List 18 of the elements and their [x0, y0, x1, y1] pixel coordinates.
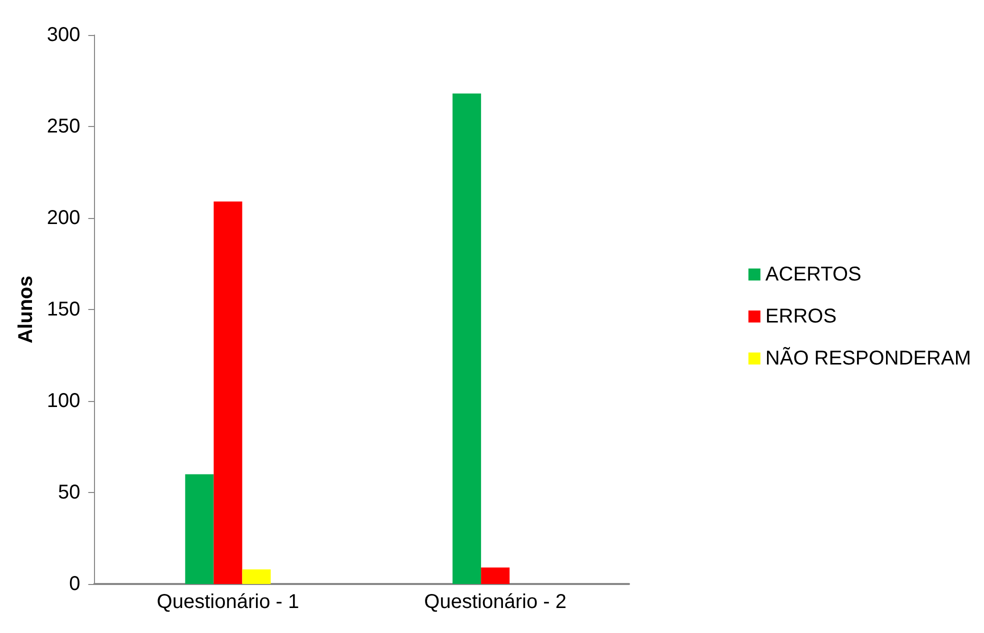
y-tick-label: 100 — [46, 390, 80, 412]
x-tick-label: Questionário - 1 — [156, 591, 300, 613]
bar — [214, 202, 242, 584]
bar — [242, 569, 271, 584]
legend-label: ERROS — [765, 306, 837, 328]
y-tick-label: 150 — [46, 298, 80, 320]
y-tick-label: 200 — [46, 207, 80, 229]
bar — [452, 94, 482, 584]
y-axis-title: Alunos — [15, 276, 37, 344]
bar — [185, 474, 214, 584]
y-tick-label: 300 — [46, 24, 80, 46]
legend-label: NÃO RESPONDERAM — [765, 346, 972, 370]
y-tick-label: 50 — [58, 482, 80, 504]
y-tick-label: 250 — [46, 116, 80, 138]
y-tick-label: 0 — [69, 573, 80, 595]
x-tick-label: Questionário - 2 — [424, 591, 566, 613]
bar — [481, 568, 510, 584]
legend-label: ACERTOS — [765, 264, 862, 286]
